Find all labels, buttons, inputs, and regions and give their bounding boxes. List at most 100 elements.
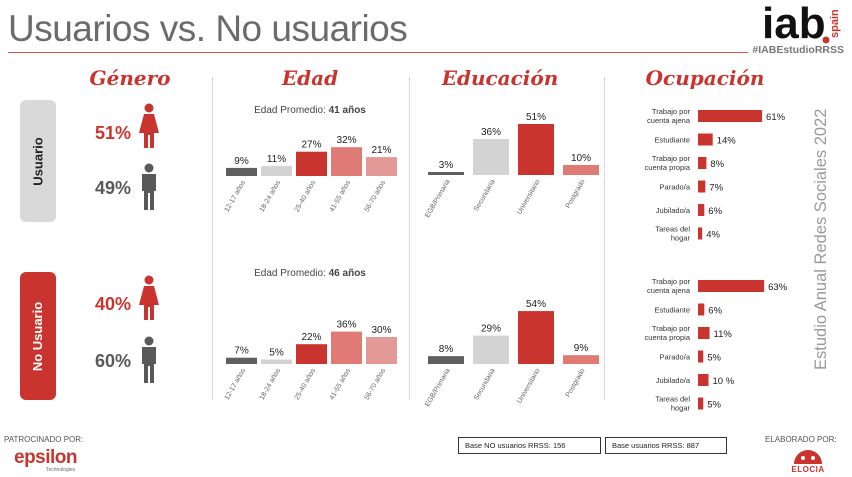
section-title-ocupacion: Ocupación xyxy=(645,66,765,90)
section-title-educacion: Educación xyxy=(441,66,559,90)
data-label: 11% xyxy=(267,154,286,165)
category-label: Tareas del xyxy=(655,225,690,234)
bar xyxy=(261,359,292,364)
bar xyxy=(428,172,464,175)
tick-label: 12-17 años xyxy=(224,179,248,213)
bar xyxy=(473,139,509,175)
data-label: 21% xyxy=(371,145,391,156)
avg-age-value: 46 años xyxy=(328,268,366,279)
data-label: 5% xyxy=(269,348,284,359)
bar xyxy=(698,180,706,193)
bar xyxy=(698,204,705,216)
data-label: 6% xyxy=(708,306,722,317)
chart-educacion-no-usuario: 8% EGB/Primaria 29% Secundaria 54% Universita… xyxy=(424,299,599,408)
usuario-male-pct: 49% xyxy=(95,178,132,198)
bar xyxy=(698,133,713,146)
bar xyxy=(296,151,327,176)
tick-label: 25-40 años xyxy=(294,367,318,400)
data-label: 32% xyxy=(336,135,356,146)
data-label: 10 % xyxy=(713,376,735,387)
no-usuario-male-pct: 60% xyxy=(95,351,132,371)
data-label: 22% xyxy=(301,332,321,343)
data-label: 3% xyxy=(439,160,454,171)
iab-logo-sub: spain xyxy=(829,9,841,38)
data-label: 61% xyxy=(766,112,786,123)
avg-age-usuario: Edad Promedio: 41 años xyxy=(220,105,400,116)
epsilon-logo-sub: Technologies xyxy=(46,467,76,473)
data-label: 36% xyxy=(336,320,356,331)
data-label: 6% xyxy=(708,206,722,217)
bar xyxy=(331,147,362,176)
bar xyxy=(698,110,763,122)
data-label: 5% xyxy=(707,353,721,364)
tick-label: 56-70 años xyxy=(364,179,388,213)
chart-edad-no-usuario: 7% 12-17 años 5% 18-24 años 22% 25-40 años 36%… xyxy=(224,320,397,400)
data-label: 5% xyxy=(707,400,721,411)
data-label: 36% xyxy=(481,127,501,138)
data-label: 8% xyxy=(710,159,724,170)
bar xyxy=(698,303,705,316)
bar xyxy=(698,327,710,339)
avg-age-label: Edad Promedio: xyxy=(254,105,326,116)
hashtag: #IABEstudioRRSS xyxy=(752,44,844,56)
category-label: Parado/a xyxy=(660,183,691,192)
bar xyxy=(698,397,704,410)
data-label: 4% xyxy=(706,230,720,241)
divider xyxy=(604,78,605,400)
data-label: 8% xyxy=(439,344,454,355)
data-label: 9% xyxy=(574,343,589,354)
avg-age-no-usuario: Edad Promedio: 46 años xyxy=(220,268,400,279)
tick-label: Universitario xyxy=(516,367,542,404)
iab-logo-text: iab xyxy=(762,2,826,46)
category-label: Estudiante xyxy=(655,306,690,315)
tick-label: Universitario xyxy=(516,178,542,215)
bar xyxy=(331,331,362,364)
data-label: 7% xyxy=(709,183,723,194)
data-label: 10% xyxy=(571,153,591,164)
bar xyxy=(261,166,292,176)
female-icon xyxy=(139,275,159,320)
bar xyxy=(698,157,707,169)
sidebar-study-title: Estudio Anual Redes Sociales 2022 xyxy=(812,108,830,370)
usuario-female-pct: 51% xyxy=(95,123,132,143)
data-label: 30% xyxy=(371,325,391,336)
tick-label: Secundaria xyxy=(473,367,497,401)
category-label: Trabajo por xyxy=(652,324,691,333)
tick-label: 12-17 años xyxy=(224,367,248,400)
iab-spain-logo: iab spain xyxy=(762,2,841,46)
section-title-edad: Edad xyxy=(281,66,339,90)
bar xyxy=(428,356,464,364)
bar xyxy=(473,335,509,364)
title-underline xyxy=(8,52,748,53)
data-label: 27% xyxy=(301,140,321,151)
tick-label: EGB/Primaria xyxy=(424,367,452,408)
made-by-label: ELABORADO POR: xyxy=(765,435,837,444)
category-label: cuenta ajena xyxy=(647,116,691,125)
sponsor-label: PATROCINADO POR: xyxy=(4,435,84,444)
male-icon xyxy=(142,163,156,210)
tick-label: 41-55 años xyxy=(329,179,353,213)
tick-label: Postgrado xyxy=(565,367,587,398)
data-label: 7% xyxy=(234,346,249,357)
category-label: Trabajo por xyxy=(652,154,691,163)
female-icon xyxy=(139,103,159,148)
chart-edad-usuario: 9% 12-17 años 11% 18-24 años 27% 25-40 años 32… xyxy=(224,135,397,213)
tick-label: Postgrado xyxy=(565,178,587,209)
bar xyxy=(296,344,327,364)
data-label: 29% xyxy=(481,324,501,335)
page-title: Usuarios vs. No usuarios xyxy=(8,8,408,49)
data-label: 63% xyxy=(768,282,788,293)
category-label: Tareas del xyxy=(655,395,690,404)
bar xyxy=(226,357,257,364)
tick-label: 18-24 años xyxy=(259,179,283,213)
male-icon xyxy=(142,336,156,383)
base-no-usuarios: Base NO usuarios RRSS: 156 xyxy=(458,437,601,454)
bar xyxy=(698,227,703,240)
avg-age-label: Edad Promedio: xyxy=(254,268,326,279)
bar xyxy=(366,157,397,176)
category-label: hogar xyxy=(671,234,691,243)
data-label: 54% xyxy=(526,299,546,310)
elocia-logo: ELOCIA xyxy=(791,465,825,474)
bar xyxy=(366,337,397,364)
category-label: Jubilado/a xyxy=(656,206,691,215)
